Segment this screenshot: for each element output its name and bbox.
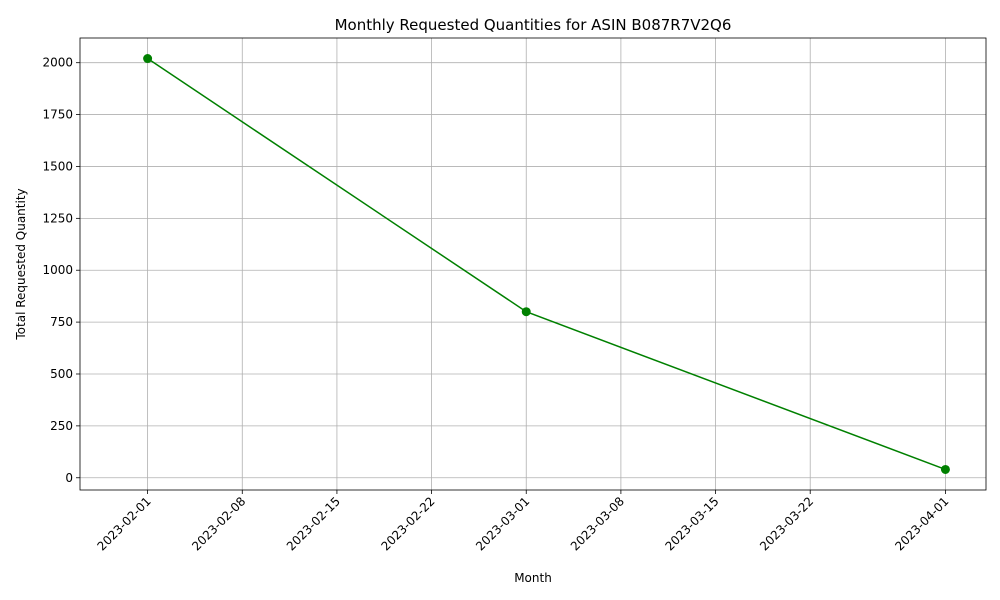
y-tick-label: 750: [50, 315, 73, 329]
axes: [79, 37, 987, 491]
x-tick-label: 2023-03-01: [473, 494, 532, 553]
y-tick-label: 1500: [42, 159, 73, 173]
y-tick-label: 0: [65, 471, 73, 485]
plot-frame: [79, 37, 987, 491]
y-tick-label: 1750: [42, 108, 73, 122]
x-tick-label: 2023-02-15: [284, 494, 343, 553]
x-tick-label: 2023-03-08: [568, 494, 627, 553]
y-axis-label: Total Requested Quantity: [14, 188, 28, 340]
x-tick-label: 2023-03-22: [757, 494, 816, 553]
y-axis-ticks: 0 250 500 750 1000 1250 1500 1750 2000: [42, 56, 80, 485]
chart-title: Monthly Requested Quantities for ASIN B0…: [335, 16, 732, 34]
y-tick-label: 1250: [42, 211, 73, 225]
series: [143, 54, 950, 474]
data-point: [940, 464, 950, 474]
x-tick-label: 2023-02-01: [95, 494, 154, 553]
x-tick-label: 2023-02-22: [378, 494, 437, 553]
y-tick-label: 2000: [42, 56, 73, 70]
data-point: [143, 54, 153, 64]
x-axis-label: Month: [514, 571, 552, 585]
series-line: [147, 57, 946, 471]
x-tick-label: 2023-04-01: [892, 494, 951, 553]
y-tick-label: 500: [50, 367, 73, 381]
x-tick-label: 2023-03-15: [662, 494, 721, 553]
grid: [80, 38, 986, 490]
x-tick-label: 2023-02-08: [189, 494, 248, 553]
x-axis-ticks: 2023-02-01 2023-02-08 2023-02-15 2023-02-22…: [95, 490, 952, 553]
y-tick-label: 1000: [42, 263, 73, 277]
y-tick-label: 250: [50, 419, 73, 433]
data-point: [521, 307, 531, 317]
